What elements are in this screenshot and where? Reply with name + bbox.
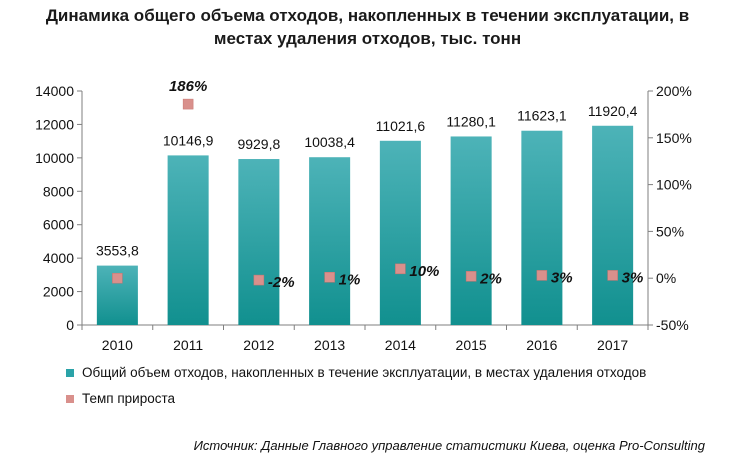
bar (379, 140, 421, 325)
y-right-tick-label: 50% (656, 223, 684, 239)
y-left-tick-label: 8000 (43, 183, 74, 199)
growth-data-label: -2% (268, 274, 295, 291)
growth-data-label: 186% (169, 78, 207, 95)
x-tick-label: 2012 (243, 337, 274, 353)
growth-marker (182, 98, 194, 110)
y-right-tick-label: 100% (656, 177, 692, 193)
growth-data-label: 2% (479, 270, 502, 287)
bar (309, 157, 351, 325)
growth-marker (253, 274, 265, 286)
source-note: Источник: Данные Главного управление ста… (193, 438, 705, 453)
bar-data-label: 3553,8 (96, 243, 139, 259)
growth-marker (465, 271, 477, 282)
growth-data-label: 3% (622, 269, 644, 286)
bar-data-label: 11920,4 (588, 103, 638, 119)
legend: Общий объем отходов, накопленных в течен… (66, 365, 676, 407)
x-tick-label: 2013 (314, 337, 345, 353)
y-right-tick-label: 200% (656, 83, 692, 99)
x-tick-label: 2014 (385, 337, 416, 353)
x-tick-label: 2015 (456, 337, 487, 353)
y-left-tick-label: 6000 (43, 217, 74, 233)
growth-marker (395, 263, 406, 275)
y-left-tick-label: 2000 (43, 284, 74, 300)
x-tick-label: 2010 (102, 337, 133, 353)
bar-data-label: 10146,9 (163, 132, 214, 148)
y-right-tick-label: 0% (656, 270, 676, 286)
y-left-tick-label: 10000 (35, 150, 74, 166)
x-tick-label: 2016 (526, 337, 557, 353)
chart-title: Динамика общего объема отходов, накоплен… (0, 4, 735, 50)
y-left-tick-label: 12000 (35, 116, 74, 132)
bar (238, 159, 280, 325)
growth-marker (324, 272, 335, 283)
x-tick-label: 2017 (597, 337, 628, 353)
legend-entry-volume: Общий объем отходов, накопленных в течен… (66, 365, 676, 381)
x-tick-label: 2011 (173, 337, 203, 353)
growth-marker (536, 270, 548, 281)
growth-marker (607, 270, 618, 281)
bar (592, 125, 634, 325)
bar (521, 130, 563, 325)
bar-data-label: 11623,1 (517, 108, 567, 124)
legend-entry-growth: Темп прироста (66, 391, 676, 407)
chart-title-line-1: Динамика общего объема отходов, накоплен… (45, 6, 690, 25)
bar-data-label: 11280,1 (446, 113, 496, 129)
chart-title-line-2: местах удаления отходов, тыс. тонн (213, 29, 522, 48)
bar-data-label: 10038,4 (304, 134, 355, 150)
growth-data-label: 1% (339, 271, 361, 288)
legend-label-growth: Темп прироста (82, 391, 176, 406)
legend-swatch-marker (66, 395, 74, 403)
y-left-tick-label: 14000 (35, 83, 74, 99)
bar (167, 155, 209, 325)
growth-data-label: 10% (409, 263, 439, 280)
bar-data-label: 11021,6 (376, 118, 426, 134)
legend-label-volume: Общий объем отходов, накопленных в течен… (82, 365, 647, 380)
growth-data-label: 3% (551, 269, 573, 286)
bar (450, 136, 492, 325)
growth-marker (112, 272, 123, 284)
y-right-tick-label: -50% (656, 317, 689, 333)
y-right-tick-label: 150% (656, 130, 692, 146)
bar-data-label: 9929,8 (237, 136, 280, 152)
y-left-tick-label: 4000 (43, 250, 74, 266)
legend-swatch-bar (66, 369, 74, 377)
y-left-tick-label: 0 (66, 317, 74, 333)
